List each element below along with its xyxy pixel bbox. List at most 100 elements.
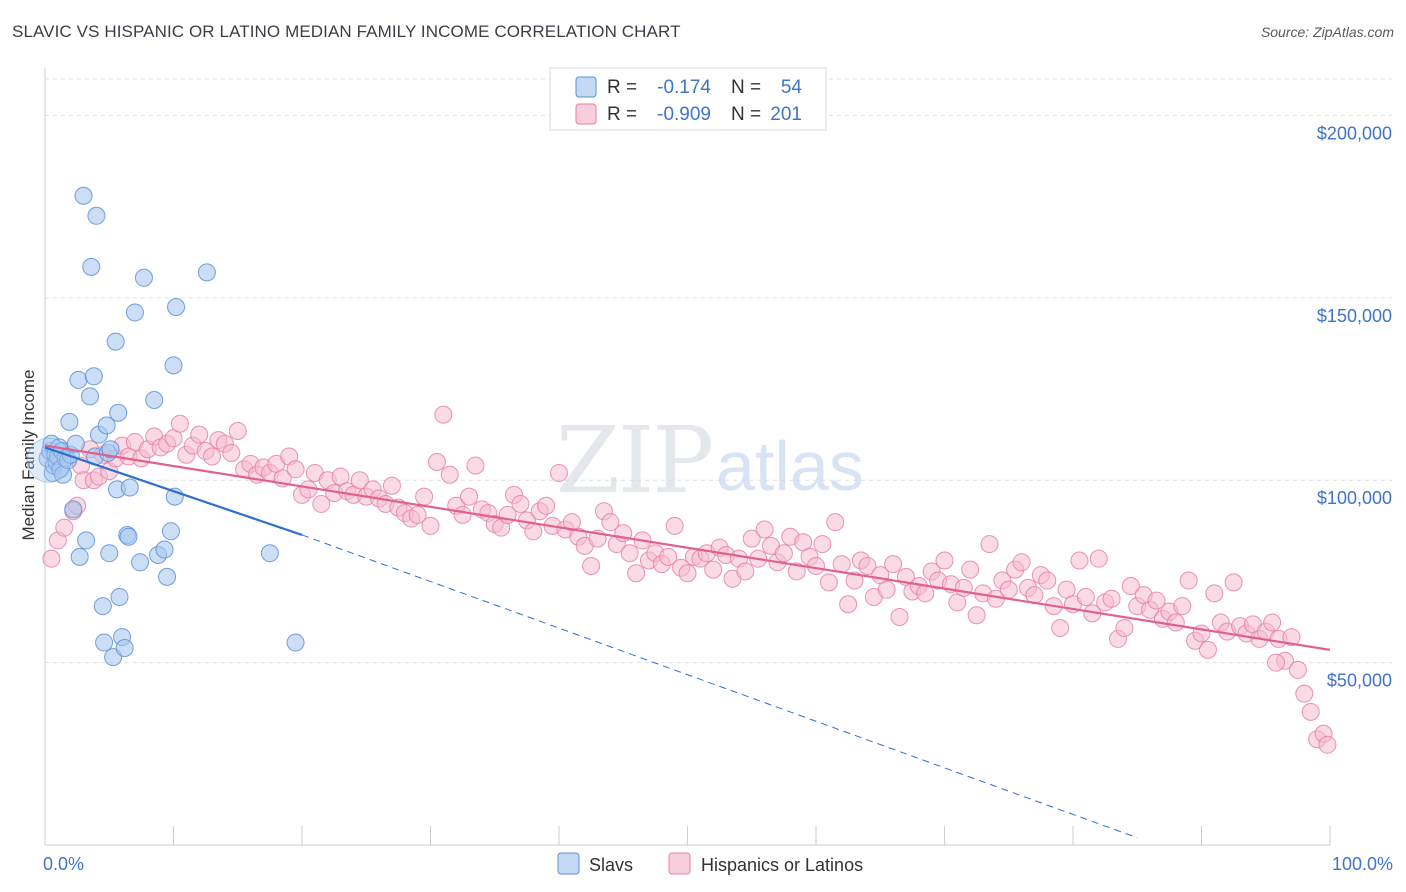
- hispanic-point: [453, 505, 472, 524]
- slav-point: [84, 367, 103, 386]
- hispanic-point: [1121, 577, 1140, 596]
- hispanic-point: [42, 549, 61, 568]
- slav-trend-extension: [301, 534, 1138, 839]
- hispanic-point: [524, 522, 543, 541]
- legend-r-value: -0.909: [657, 104, 711, 125]
- legend-slavs-swatch: [575, 76, 597, 98]
- slav-point: [145, 390, 164, 409]
- hispanic-point: [190, 425, 209, 444]
- hispanic-point: [170, 414, 189, 433]
- slav-point: [158, 567, 177, 586]
- slav-point: [131, 553, 150, 572]
- hispanic-point: [659, 547, 678, 566]
- bottom-legend-hispanics: Hispanics or Latinos: [701, 855, 863, 875]
- hispanic-point: [967, 606, 986, 625]
- slav-point: [95, 633, 114, 652]
- hispanic-point: [813, 535, 832, 554]
- hispanic-point: [736, 562, 755, 581]
- hispanic-point: [382, 476, 401, 495]
- slav-point: [100, 544, 119, 563]
- hispanic-point: [1263, 613, 1282, 632]
- slav-point: [167, 297, 186, 316]
- slav-trend-line: [44, 446, 303, 536]
- y-axis-title: Median Family Income: [19, 369, 38, 540]
- slav-point: [134, 268, 153, 287]
- hispanic-point: [537, 496, 556, 515]
- hispanic-point: [807, 556, 825, 575]
- hispanic-point: [877, 580, 896, 599]
- slav-point: [97, 416, 116, 435]
- hispanic-point: [704, 560, 723, 579]
- y-tick-label: $200,000: [1317, 123, 1392, 143]
- hispanic-point: [601, 513, 620, 532]
- hispanic-point: [550, 463, 568, 482]
- slav-point: [93, 597, 112, 616]
- hispanic-point: [858, 556, 877, 575]
- hispanic-point: [839, 595, 858, 614]
- bottom-legend-slavs: Slavs: [589, 855, 633, 875]
- trend-lines: [44, 444, 1331, 839]
- legend-n-label: N =: [731, 104, 761, 125]
- y-tick-label: $150,000: [1317, 306, 1392, 326]
- hispanic-point: [954, 578, 973, 597]
- hispanic-point: [1205, 584, 1224, 603]
- hispanic-point: [1038, 571, 1057, 590]
- hispanic-point: [1076, 587, 1095, 606]
- hispanic-point: [1224, 573, 1243, 592]
- hispanic-point: [1115, 618, 1134, 637]
- slav-point: [74, 186, 93, 205]
- hispanic-point: [935, 551, 954, 570]
- hispanic-point: [1288, 660, 1307, 679]
- legend-r-value: -0.174: [657, 77, 711, 98]
- slav-point: [155, 540, 174, 559]
- hispanic-point: [999, 580, 1018, 599]
- hispanic-point: [460, 487, 479, 506]
- legend-n-value: 54: [781, 77, 803, 98]
- slav-point: [125, 303, 144, 322]
- hispanic-point: [582, 556, 601, 575]
- x-tick-labels: 0.0% 100.0%: [43, 854, 1393, 874]
- hispanic-point: [1301, 702, 1320, 721]
- hispanic-point: [228, 421, 247, 440]
- watermark-atlas: atlas: [716, 427, 864, 505]
- slav-point: [164, 356, 183, 375]
- hispanic-point: [884, 555, 903, 574]
- hispanic-point: [980, 535, 999, 554]
- hispanic-point: [1267, 653, 1286, 672]
- hispanic-point: [819, 573, 838, 592]
- slav-point: [109, 403, 128, 422]
- hispanic-point: [845, 571, 864, 590]
- slav-point: [82, 257, 101, 276]
- slav-point: [120, 478, 139, 497]
- watermark: ZIP atlas: [556, 407, 864, 514]
- hispanic-point: [961, 560, 980, 579]
- hispanic-point: [440, 465, 459, 484]
- hispanic-point: [427, 453, 446, 471]
- hispanic-point: [832, 555, 851, 574]
- hispanic-point: [678, 564, 697, 583]
- slav-point: [80, 387, 99, 406]
- x-tick-label: 100.0%: [1332, 854, 1393, 874]
- hispanic-point: [466, 456, 485, 475]
- hispanic-point: [620, 544, 639, 563]
- slav-point: [286, 633, 305, 652]
- legend-r-label: R =: [607, 77, 637, 98]
- hispanic-point: [222, 443, 241, 462]
- slav-point: [197, 263, 216, 282]
- slav-point: [70, 547, 89, 566]
- hispanic-point: [1012, 553, 1031, 572]
- slav-point: [66, 434, 85, 453]
- hispanic-point: [1089, 549, 1108, 568]
- hispanic-point: [627, 564, 646, 583]
- slav-cluster-point: [26, 437, 72, 483]
- slav-point: [101, 440, 120, 459]
- hispanic-point: [1318, 735, 1337, 754]
- legend-hisp-swatch: [575, 103, 597, 125]
- slav-point: [260, 544, 279, 563]
- legend: R = -0.174 N = 54 R = -0.909 N = 201: [549, 67, 827, 131]
- hispanic-point: [1295, 684, 1314, 703]
- hispanic-point: [350, 471, 369, 490]
- slav-point: [77, 531, 96, 550]
- hispanic-point: [1147, 591, 1166, 610]
